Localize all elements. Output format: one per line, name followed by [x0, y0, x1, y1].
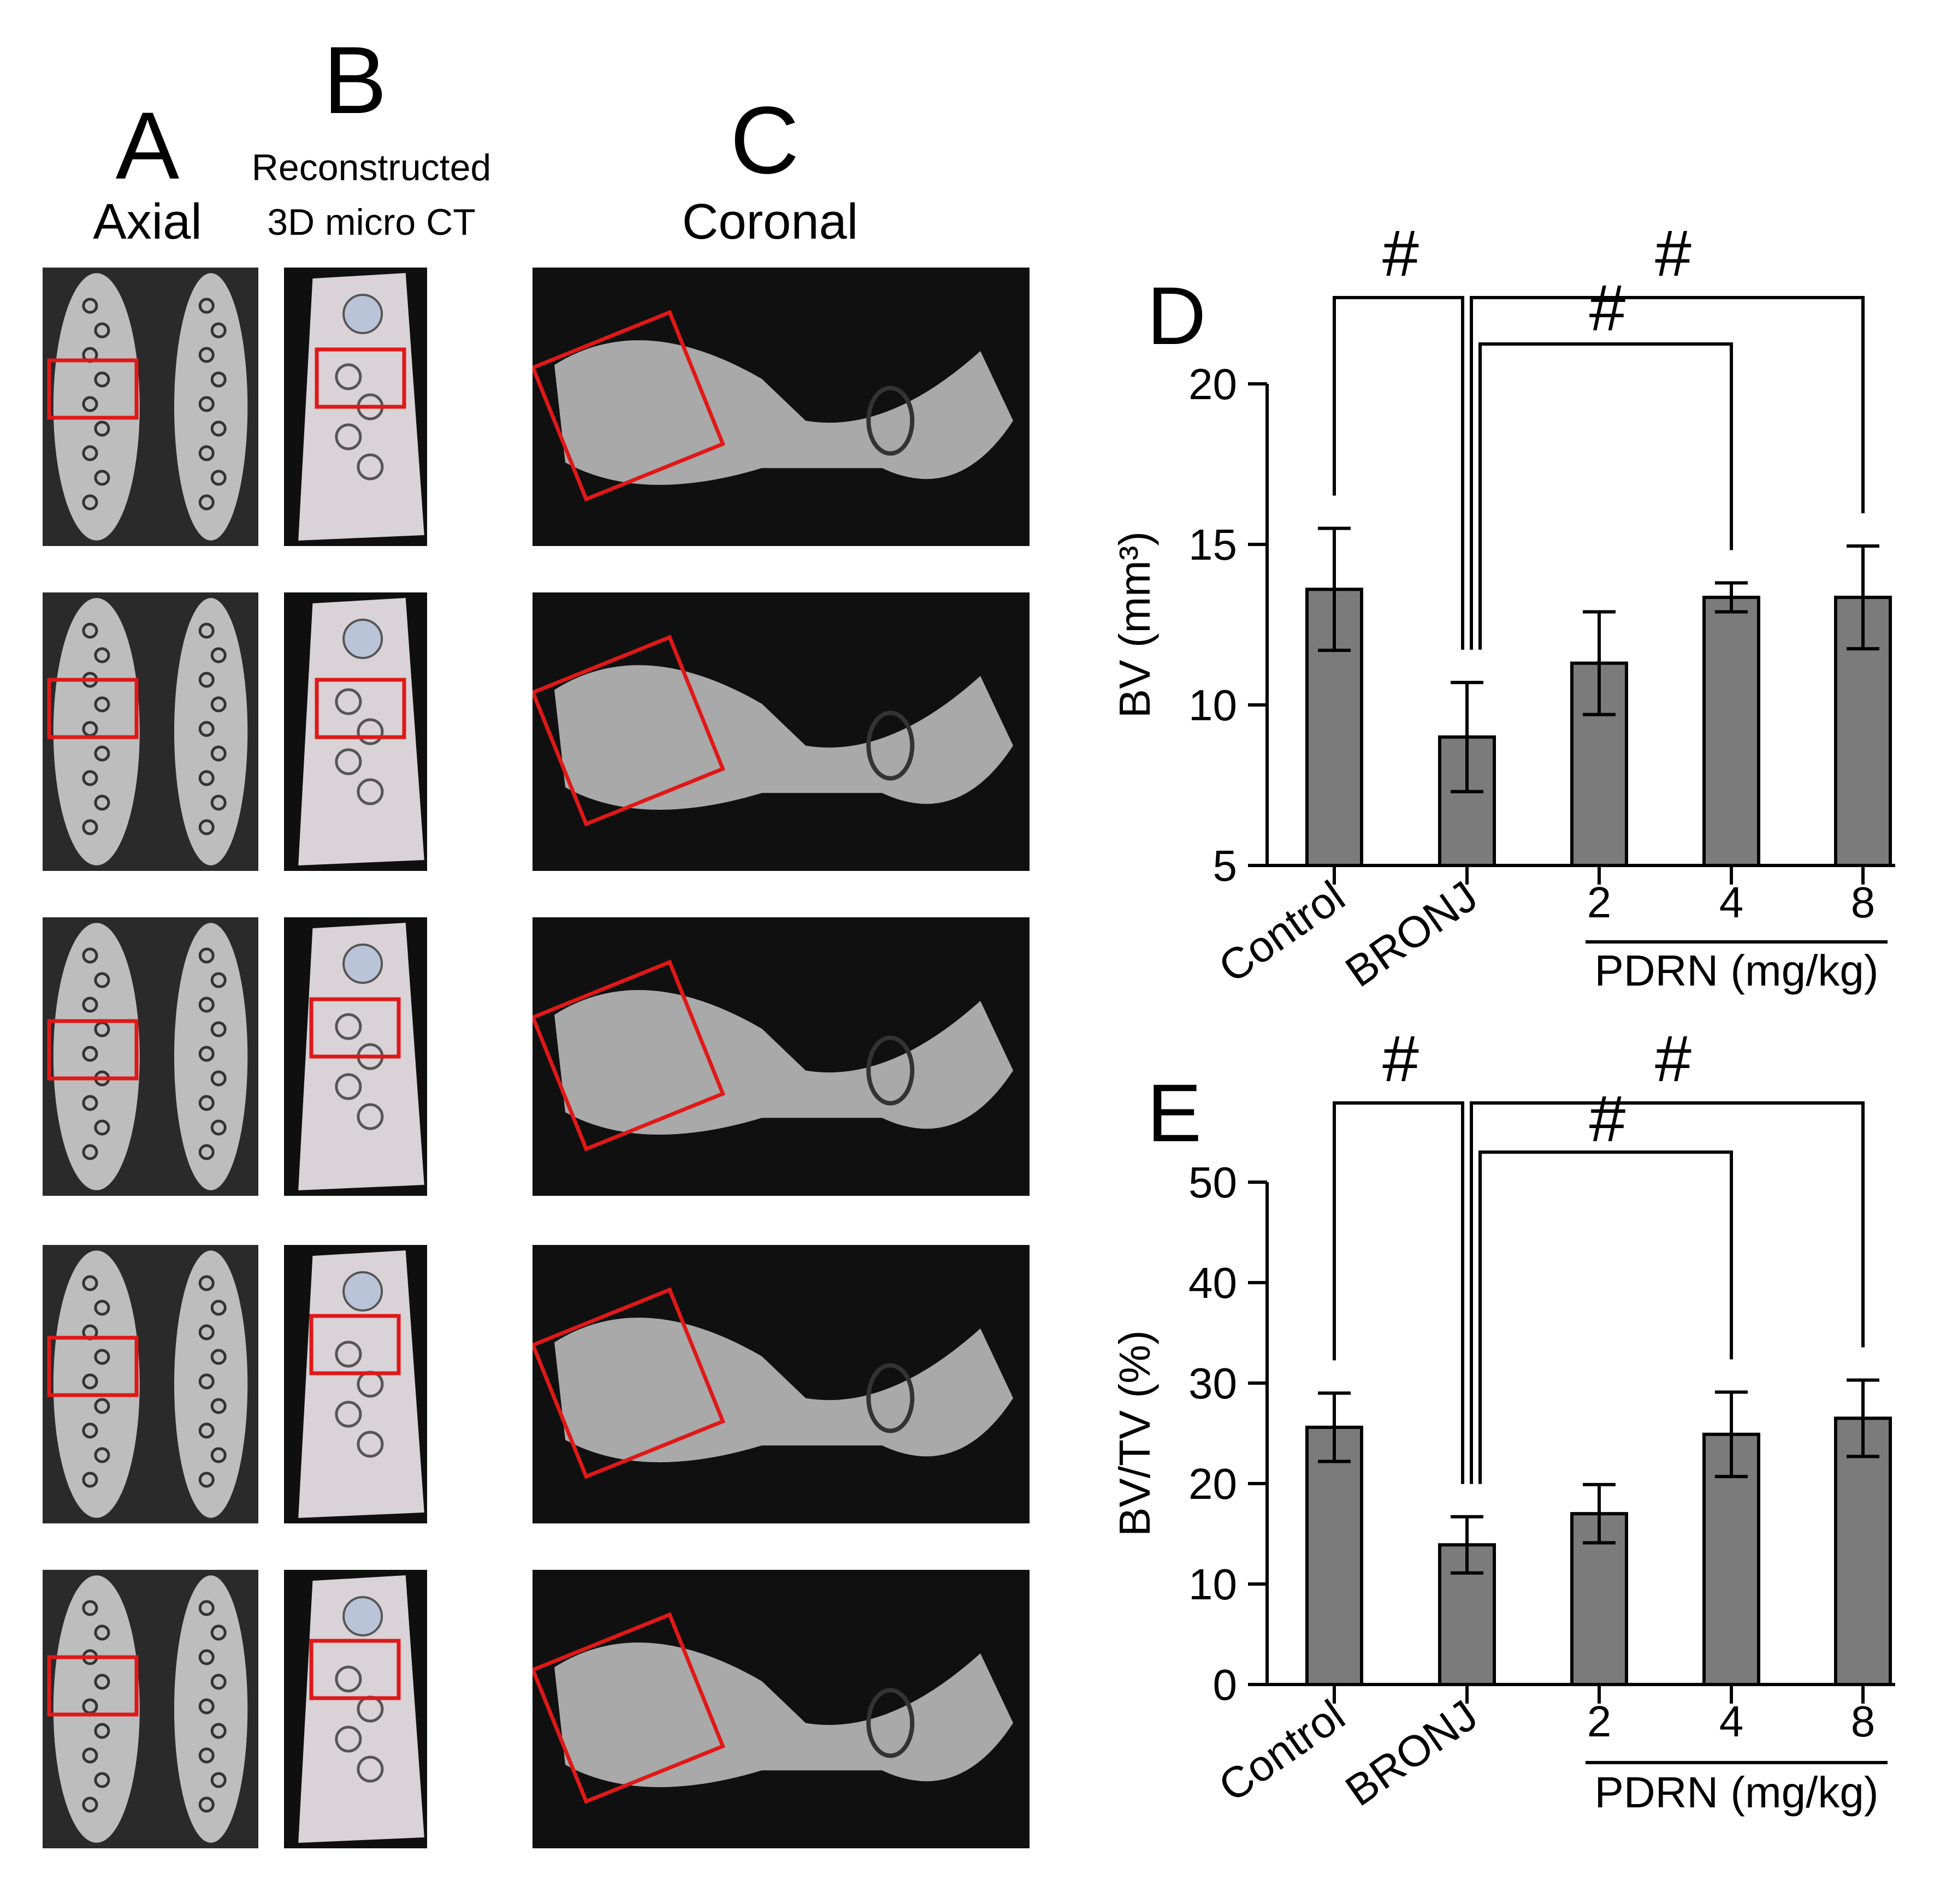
3d-micro-ct-render-image — [284, 268, 427, 546]
chart-e-ytick-label: 0 — [1213, 1660, 1238, 1709]
chart-e-ytick-label: 40 — [1188, 1259, 1237, 1307]
column-title-axial: Axial — [93, 194, 202, 250]
chart-d-sig-bracket — [1333, 296, 1464, 650]
chart-e-ytick-label: 50 — [1188, 1158, 1237, 1207]
chart-e-y-label: BV/TV (%) — [1110, 1330, 1159, 1537]
column-title-3d-line1: Reconstructed — [251, 147, 492, 188]
chart-e-ytick-label: 30 — [1188, 1359, 1237, 1408]
chart-e-group-label: PDRN (mg/kg) — [1594, 1768, 1878, 1817]
chart-d-sig-mark: # — [1382, 217, 1419, 290]
chart-e-sig-bracket — [1470, 1101, 1865, 1484]
chart-d-category-label: 8 — [1851, 878, 1876, 927]
chart-d-category-label: 2 — [1587, 878, 1612, 927]
chart-d-category-label: BRONJ — [1337, 871, 1486, 996]
chart-d-sig-bracket — [1478, 342, 1733, 650]
3d-micro-ct-render-image — [284, 1570, 427, 1848]
axial-ct-slice-image — [43, 268, 258, 546]
chart-e-sig-bracket — [1478, 1150, 1733, 1484]
column-title-coronal: Coronal — [682, 194, 859, 250]
chart-e-bar — [1305, 1425, 1363, 1686]
axial-ct-slice-image — [43, 592, 258, 871]
panel-letter-b: B — [323, 27, 387, 134]
chart-e-category-label: BRONJ — [1337, 1691, 1486, 1815]
coronal-ct-slice-image — [533, 917, 1030, 1196]
chart-e-sig-bracket — [1333, 1101, 1464, 1484]
chart-d-ytick-label: 20 — [1188, 360, 1237, 408]
coronal-ct-slice-image — [533, 592, 1030, 871]
chart-d-sig-mark: # — [1589, 271, 1626, 345]
panel-letter-e: E — [1147, 1067, 1202, 1159]
chart-d-bar — [1702, 596, 1760, 868]
3d-micro-ct-render-image — [284, 1245, 427, 1523]
coronal-ct-slice-image — [533, 1570, 1030, 1848]
chart-d-ytick-label: 15 — [1188, 520, 1237, 569]
chart-e-category-label: 4 — [1719, 1697, 1744, 1746]
column-title-3d-line2: 3D micro CT — [267, 201, 476, 243]
chart-e-bar — [1834, 1416, 1892, 1686]
chart-d-sig-mark: # — [1655, 217, 1691, 290]
chart-d-ytick-label: 10 — [1188, 681, 1237, 729]
chart-e-sig-mark: # — [1382, 1022, 1419, 1095]
chart-d-bar — [1834, 596, 1892, 868]
coronal-ct-slice-image — [533, 1245, 1030, 1523]
chart-e-ytick-label: 10 — [1188, 1560, 1237, 1609]
chart-e-ytick-label: 20 — [1188, 1460, 1237, 1508]
chart-d-y-label: BV (mm³) — [1110, 531, 1159, 718]
axial-ct-slice-image — [43, 1570, 258, 1848]
3d-micro-ct-render-image — [284, 917, 427, 1196]
chart-d-sig-bracket — [1470, 296, 1865, 650]
chart-e-category-label: 8 — [1851, 1697, 1876, 1746]
chart-e-sig-mark: # — [1655, 1022, 1691, 1095]
chart-d-ytick-label: 5 — [1213, 841, 1238, 890]
chart-d-category-label: 4 — [1719, 878, 1744, 927]
chart-e-sig-mark: # — [1589, 1082, 1626, 1155]
panel-letter-a: A — [115, 93, 180, 199]
panel-letter-c: C — [730, 87, 800, 194]
panel-letter-d: D — [1147, 270, 1206, 361]
axial-ct-slice-image — [43, 917, 258, 1196]
chart-e-category-label: 2 — [1587, 1697, 1612, 1746]
coronal-ct-slice-image — [533, 268, 1030, 546]
axial-ct-slice-image — [43, 1245, 258, 1523]
3d-micro-ct-render-image — [284, 592, 427, 871]
chart-d-group-label: PDRN (mg/kg) — [1594, 946, 1878, 995]
